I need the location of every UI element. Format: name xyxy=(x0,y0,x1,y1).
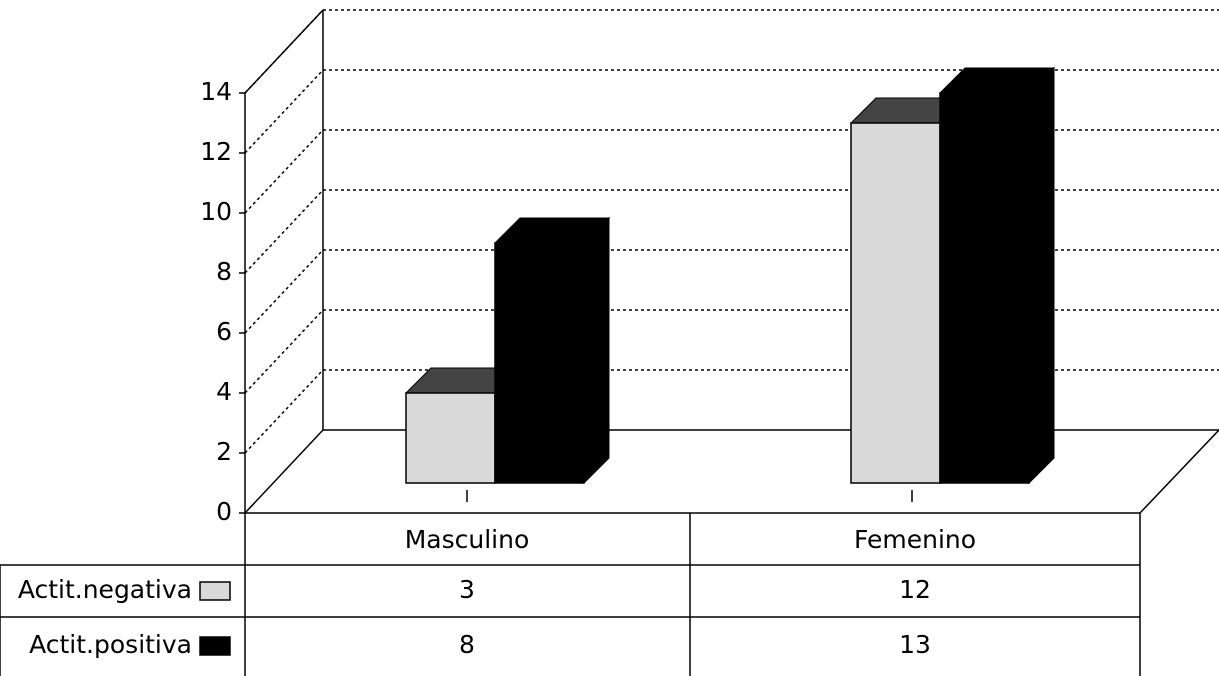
table-value: 13 xyxy=(899,630,931,659)
y-tick-label: 8 xyxy=(216,257,232,286)
legend-label: Actit.positiva xyxy=(29,630,192,659)
grid-line xyxy=(244,249,324,334)
grid-line xyxy=(244,369,324,454)
floor-left-edge xyxy=(244,429,324,514)
y-tick-label: 6 xyxy=(216,317,232,346)
legend-key xyxy=(199,636,231,656)
table-value: 12 xyxy=(899,575,931,604)
y-tick-label: 14 xyxy=(200,77,232,106)
y-tick-label: 10 xyxy=(200,197,232,226)
bar-side xyxy=(1028,66,1055,485)
x-tick-label: Masculino xyxy=(405,525,530,554)
grid-line xyxy=(244,9,324,94)
bar xyxy=(405,392,496,484)
y-tick-label: 4 xyxy=(216,377,232,406)
y-tick-label: 0 xyxy=(216,497,232,526)
legend-key xyxy=(199,581,231,601)
table-value: 3 xyxy=(459,575,475,604)
bar xyxy=(939,92,1030,484)
floor-right-edge xyxy=(1139,429,1219,514)
y-tick-label: 12 xyxy=(200,137,232,166)
table-value: 8 xyxy=(459,630,475,659)
grid-line xyxy=(244,189,324,274)
legend-label: Actit.negativa xyxy=(18,575,192,604)
grid-line xyxy=(244,309,324,394)
x-tick-label: Femenino xyxy=(854,525,976,554)
bar xyxy=(494,242,585,484)
y-tick-label: 2 xyxy=(216,437,232,466)
bar-side xyxy=(583,216,610,485)
bar xyxy=(850,122,941,484)
grid-line xyxy=(244,129,324,214)
grid-line xyxy=(244,69,324,154)
